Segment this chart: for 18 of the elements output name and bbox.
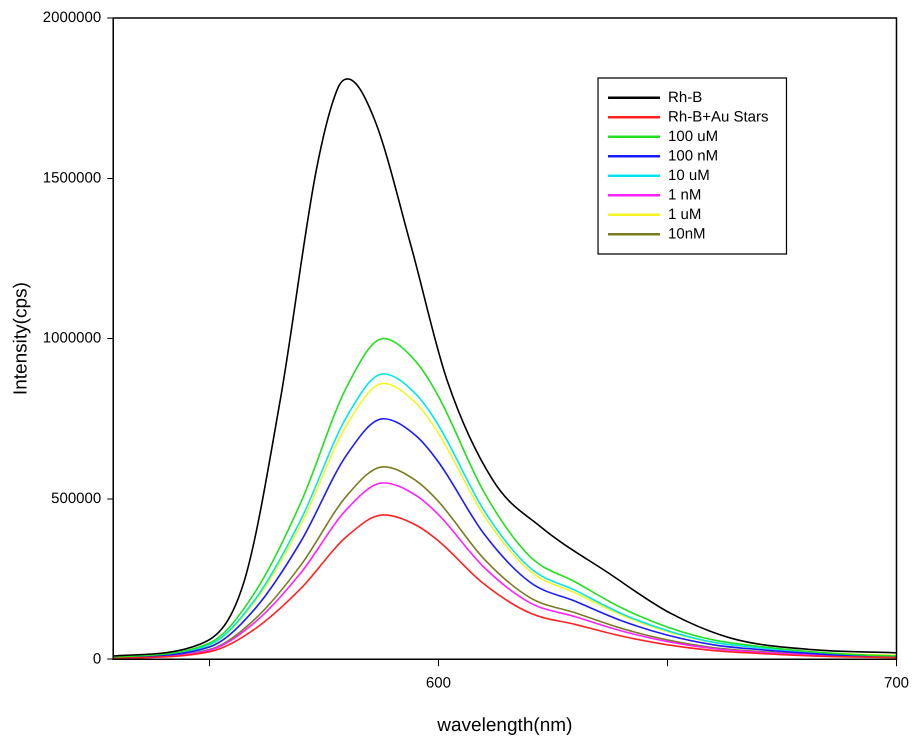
- legend-label: Rh-B+Au Stars: [668, 108, 768, 126]
- y-tick-label: 1000000: [42, 330, 102, 347]
- legend-label: 10nM: [668, 225, 706, 242]
- x-tick-label: 700: [884, 674, 909, 692]
- legend-label: 100 uM: [668, 128, 718, 145]
- legend-label: 10 uM: [668, 166, 710, 184]
- y-tick-label: 1500000: [42, 169, 102, 186]
- x-axis-title: wavelength(nm): [436, 714, 572, 736]
- legend-label: 100 nM: [668, 147, 718, 164]
- legend-label: 1 nM: [668, 186, 702, 204]
- legend-label: 1 uM: [668, 206, 702, 223]
- x-tick-label: 600: [426, 674, 451, 692]
- y-axis-title: Intensity(cps): [10, 282, 32, 396]
- line-series: [113, 514, 896, 660]
- y-tick-label: 2000000: [42, 9, 102, 26]
- y-tick-label: 0: [92, 650, 102, 668]
- legend-label: Rh-B: [668, 88, 702, 106]
- y-tick-label: 500000: [51, 490, 102, 508]
